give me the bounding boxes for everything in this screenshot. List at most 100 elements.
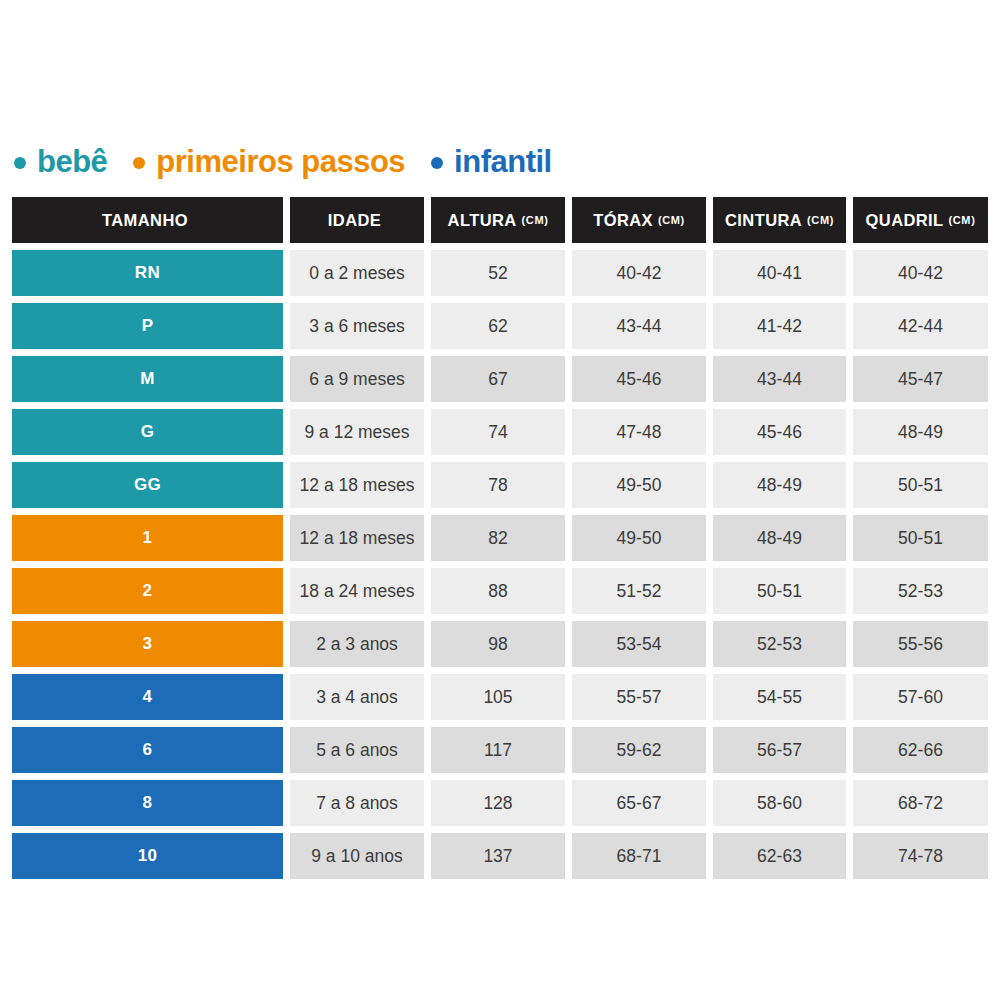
hip-cell: 52-53 <box>853 568 988 614</box>
waist-cell: 45-46 <box>713 409 846 455</box>
hip-cell: 42-44 <box>853 303 988 349</box>
waist-cell: 40-41 <box>713 250 846 296</box>
chest-cell: 51-52 <box>572 568 706 614</box>
chest-cell: 68-71 <box>572 833 706 879</box>
column-header-tamanho: TAMANHO <box>12 197 283 243</box>
category-legend: bebê primeiros passos infantil <box>14 144 552 180</box>
column-header-idade: IDADE <box>290 197 424 243</box>
size-chart-page: bebê primeiros passos infantil TAMANHO I… <box>0 0 1000 1000</box>
size-table: TAMANHO IDADE ALTURA (CM) TÓRAX (CM) CINTU… <box>12 197 988 879</box>
hip-cell: 62-66 <box>853 727 988 773</box>
age-cell: 12 a 18 meses <box>290 462 424 508</box>
legend-label-infantil: infantil <box>454 144 552 180</box>
size-cell: 3 <box>12 621 283 667</box>
waist-cell: 54-55 <box>713 674 846 720</box>
hip-cell: 50-51 <box>853 462 988 508</box>
column-header-torax: TÓRAX (CM) <box>572 197 706 243</box>
hip-cell: 45-47 <box>853 356 988 402</box>
size-cell: 6 <box>12 727 283 773</box>
size-cell: 1 <box>12 515 283 561</box>
height-cell: 128 <box>431 780 565 826</box>
age-cell: 0 a 2 meses <box>290 250 424 296</box>
hip-cell: 57-60 <box>853 674 988 720</box>
header-unit: (CM) <box>807 214 834 226</box>
size-cell: 2 <box>12 568 283 614</box>
chest-cell: 55-57 <box>572 674 706 720</box>
hip-cell: 74-78 <box>853 833 988 879</box>
chest-cell: 53-54 <box>572 621 706 667</box>
legend-item-bebe: bebê <box>14 144 107 180</box>
height-cell: 52 <box>431 250 565 296</box>
height-cell: 98 <box>431 621 565 667</box>
size-cell: GG <box>12 462 283 508</box>
chest-cell: 43-44 <box>572 303 706 349</box>
waist-cell: 43-44 <box>713 356 846 402</box>
header-label: TÓRAX <box>593 211 653 230</box>
size-cell: G <box>12 409 283 455</box>
waist-cell: 50-51 <box>713 568 846 614</box>
chest-cell: 47-48 <box>572 409 706 455</box>
chest-cell: 49-50 <box>572 515 706 561</box>
age-cell: 12 a 18 meses <box>290 515 424 561</box>
header-label: TAMANHO <box>102 211 188 230</box>
hip-cell: 68-72 <box>853 780 988 826</box>
size-cell: 10 <box>12 833 283 879</box>
column-header-quadril: QUADRIL (CM) <box>853 197 988 243</box>
height-cell: 82 <box>431 515 565 561</box>
legend-label-primeiros-passos: primeiros passos <box>156 144 405 180</box>
size-cell: 4 <box>12 674 283 720</box>
height-cell: 67 <box>431 356 565 402</box>
age-cell: 3 a 4 anos <box>290 674 424 720</box>
height-cell: 137 <box>431 833 565 879</box>
waist-cell: 41-42 <box>713 303 846 349</box>
age-cell: 3 a 6 meses <box>290 303 424 349</box>
legend-label-bebe: bebê <box>37 144 107 180</box>
waist-cell: 62-63 <box>713 833 846 879</box>
column-header-cintura: CINTURA (CM) <box>713 197 846 243</box>
waist-cell: 56-57 <box>713 727 846 773</box>
height-cell: 88 <box>431 568 565 614</box>
height-cell: 117 <box>431 727 565 773</box>
header-label: ALTURA <box>448 211 517 230</box>
waist-cell: 52-53 <box>713 621 846 667</box>
waist-cell: 58-60 <box>713 780 846 826</box>
height-cell: 78 <box>431 462 565 508</box>
age-cell: 6 a 9 meses <box>290 356 424 402</box>
bullet-icon <box>431 157 443 169</box>
chest-cell: 45-46 <box>572 356 706 402</box>
hip-cell: 55-56 <box>853 621 988 667</box>
header-unit: (CM) <box>658 214 685 226</box>
bullet-icon <box>133 157 145 169</box>
header-label: IDADE <box>328 211 381 230</box>
chest-cell: 59-62 <box>572 727 706 773</box>
age-cell: 2 a 3 anos <box>290 621 424 667</box>
header-unit: (CM) <box>949 214 976 226</box>
age-cell: 9 a 10 anos <box>290 833 424 879</box>
age-cell: 18 a 24 meses <box>290 568 424 614</box>
chest-cell: 65-67 <box>572 780 706 826</box>
legend-item-primeiros-passos: primeiros passos <box>133 144 405 180</box>
age-cell: 9 a 12 meses <box>290 409 424 455</box>
waist-cell: 48-49 <box>713 515 846 561</box>
size-cell: RN <box>12 250 283 296</box>
header-label: QUADRIL <box>866 211 944 230</box>
hip-cell: 50-51 <box>853 515 988 561</box>
chest-cell: 40-42 <box>572 250 706 296</box>
age-cell: 7 a 8 anos <box>290 780 424 826</box>
bullet-icon <box>14 157 26 169</box>
column-header-altura: ALTURA (CM) <box>431 197 565 243</box>
age-cell: 5 a 6 anos <box>290 727 424 773</box>
hip-cell: 40-42 <box>853 250 988 296</box>
hip-cell: 48-49 <box>853 409 988 455</box>
chest-cell: 49-50 <box>572 462 706 508</box>
legend-item-infantil: infantil <box>431 144 552 180</box>
header-label: CINTURA <box>725 211 802 230</box>
height-cell: 105 <box>431 674 565 720</box>
height-cell: 62 <box>431 303 565 349</box>
height-cell: 74 <box>431 409 565 455</box>
waist-cell: 48-49 <box>713 462 846 508</box>
size-cell: M <box>12 356 283 402</box>
header-unit: (CM) <box>522 214 549 226</box>
size-cell: 8 <box>12 780 283 826</box>
size-cell: P <box>12 303 283 349</box>
